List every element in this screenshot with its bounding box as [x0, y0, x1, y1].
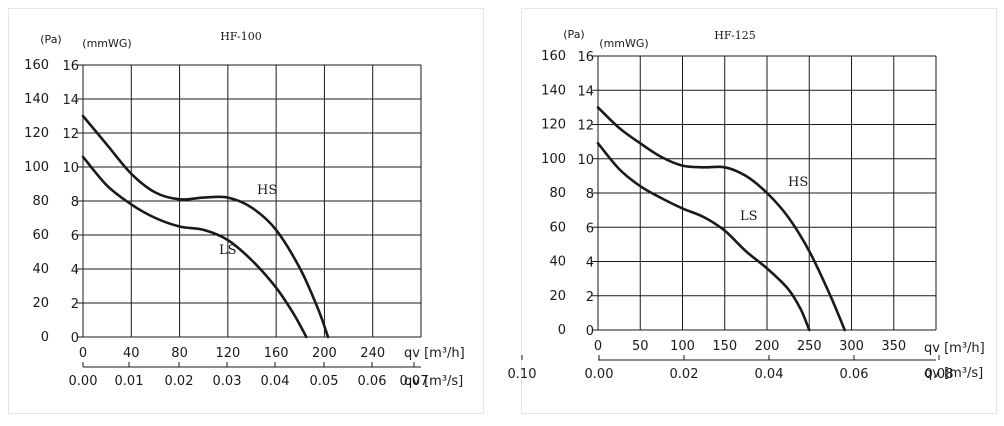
- x-axis-m3s-label: qv [m³/s]: [404, 374, 463, 389]
- y-tick-label-mmwg: 10: [577, 153, 594, 168]
- series-label-hs: HS: [257, 183, 277, 198]
- y-axis-pa-label: (Pa): [40, 33, 61, 46]
- y-tick-label-pa: 0: [41, 330, 49, 345]
- chart-panel-hf-100: HF-100 (Pa) (mmWG) qv [m³/h] qv [m³/s] 0…: [8, 8, 484, 414]
- x-tick-label-m3h: 50: [632, 339, 649, 354]
- y-tick-label-mmwg: 14: [577, 84, 594, 99]
- y-tick-label-pa: 100: [24, 160, 49, 175]
- x-tick-label-m3h: 150: [712, 339, 737, 354]
- x-tick-label-m3h: 350: [881, 339, 906, 354]
- y-tick-label-pa: 140: [541, 83, 566, 98]
- y-tick-label-mmwg: 16: [577, 50, 594, 65]
- x-axis-m3h-label: qv [m³/h]: [404, 346, 465, 361]
- y-tick-label-pa: 60: [549, 220, 566, 235]
- y-tick-label-mmwg: 4: [586, 256, 594, 271]
- x-tick-label-m3s: 0.02: [670, 367, 699, 382]
- y-tick-label-pa: 160: [24, 58, 49, 73]
- y-tick-label-mmwg: 16: [62, 59, 79, 74]
- chart-title: HF-100: [220, 30, 261, 43]
- y-tick-label-pa: 80: [549, 186, 566, 201]
- chart-panel-hf-125: HF-125 (Pa) (mmWG) qv [m³/h] qv [m³/s] 0…: [508, 8, 997, 414]
- y-tick-label-mmwg: 8: [586, 187, 594, 202]
- y-tick-label-pa: 120: [541, 118, 566, 133]
- y-tick-label-mmwg: 2: [586, 290, 594, 305]
- y-tick-label-mmwg: 10: [62, 161, 79, 176]
- chart-title: HF-125: [714, 29, 755, 42]
- x-tick-label-m3s: 0.04: [755, 367, 784, 382]
- y-tick-label-pa: 20: [32, 296, 49, 311]
- x-tick-label-m3h: 0: [79, 346, 87, 361]
- x-tick-label-m3s: 0.07: [400, 374, 429, 389]
- y-tick-label-mmwg: 14: [62, 93, 79, 108]
- series-label-hs: HS: [788, 175, 808, 190]
- y-tick-label-pa: 40: [549, 255, 566, 270]
- x-tick-label-m3h: 120: [215, 346, 240, 361]
- x-tick-label-m3h: 80: [171, 346, 188, 361]
- curve-hs: [81, 114, 330, 339]
- x-tick-label-m3h: 200: [755, 339, 780, 354]
- y-axis-pa-label: (Pa): [563, 28, 584, 41]
- curve-ls: [81, 155, 308, 339]
- x-tick-label-m3s: 0.00: [69, 374, 98, 389]
- y-tick-label-mmwg: 12: [62, 127, 79, 142]
- y-tick-label-mmwg: 12: [577, 119, 594, 134]
- y-tick-label-pa: 80: [32, 194, 49, 209]
- x-tick-label-m3s: 0.08: [925, 367, 954, 382]
- fan-curve-chart-hf-100: HF-100 (Pa) (mmWG) qv [m³/h] qv [m³/s] 0…: [24, 30, 465, 389]
- y-tick-label-mmwg: 0: [586, 324, 594, 339]
- x-tick-label-m3h: 0: [594, 339, 602, 354]
- x-tick-label-m3s: 0.06: [358, 374, 387, 389]
- x-tick-label-m3h: 160: [264, 346, 289, 361]
- fan-curve-chart-hf-125: HF-125 (Pa) (mmWG) qv [m³/h] qv [m³/s] 0…: [508, 28, 985, 382]
- x-axis-m3h-label: qv [m³/h]: [924, 341, 985, 356]
- y-tick-label-mmwg: 4: [71, 263, 79, 278]
- y-tick-label-pa: 140: [24, 92, 49, 107]
- x-tick-label-m3s: 0.03: [213, 374, 242, 389]
- y-tick-label-mmwg: 6: [586, 221, 594, 236]
- x-tick-label-m3h: 200: [312, 346, 337, 361]
- x-tick-label-m3h: 100: [670, 339, 695, 354]
- y-tick-label-mmwg: 2: [71, 297, 79, 312]
- y-axis-mmwg-label: (mmWG): [82, 37, 131, 50]
- x-tick-label-m3s: 0.01: [115, 374, 144, 389]
- x-tick-label-m3s: 0.00: [585, 367, 614, 382]
- y-axis-mmwg-label: (mmWG): [599, 37, 648, 50]
- y-tick-label-mmwg: 0: [71, 331, 79, 346]
- x-tick-label-m3h: 250: [797, 339, 822, 354]
- y-tick-label-pa: 160: [541, 49, 566, 64]
- x-tick-label-m3s: 0.04: [261, 374, 290, 389]
- curve-hs: [596, 106, 846, 332]
- x-tick-label-m3s: 0.02: [165, 374, 194, 389]
- series-label-ls: LS: [219, 243, 237, 258]
- y-tick-label-pa: 0: [558, 323, 566, 338]
- curve-ls: [596, 142, 811, 332]
- y-tick-label-pa: 100: [541, 152, 566, 167]
- y-tick-label-pa: 60: [32, 228, 49, 243]
- series-label-ls: LS: [740, 209, 758, 224]
- x-tick-label-m3s: 0.05: [310, 374, 339, 389]
- y-tick-label-pa: 120: [24, 126, 49, 141]
- y-tick-label-pa: 20: [549, 289, 566, 304]
- x-tick-label-m3h: 240: [360, 346, 385, 361]
- y-tick-label-mmwg: 6: [71, 229, 79, 244]
- y-tick-label-pa: 40: [32, 262, 49, 277]
- x-tick-label-m3h: 40: [123, 346, 140, 361]
- y-tick-label-mmwg: 8: [71, 195, 79, 210]
- x-tick-label-m3h: 300: [839, 339, 864, 354]
- x-tick-label-m3s: 0.10: [508, 367, 537, 382]
- x-tick-label-m3s: 0.06: [840, 367, 869, 382]
- x-axis-m3s-label: qv [m³/s]: [924, 366, 983, 381]
